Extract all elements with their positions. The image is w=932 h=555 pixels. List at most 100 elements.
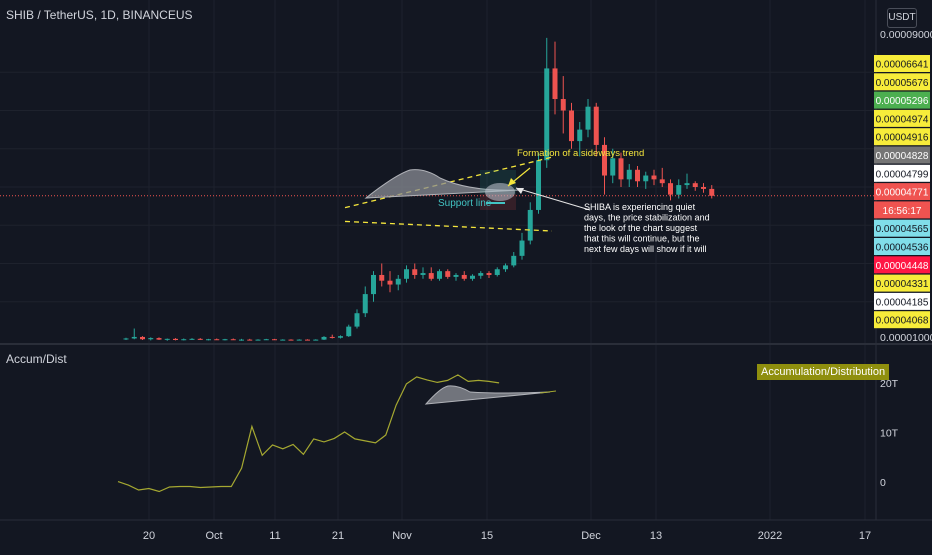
candle-body	[643, 175, 649, 182]
candle-body	[329, 336, 335, 338]
price-badge-label: 0.00005676	[876, 78, 929, 89]
candle-body	[420, 273, 426, 275]
candle-body	[338, 336, 343, 338]
candle-body	[618, 158, 624, 180]
candle-body	[123, 338, 129, 340]
candle-body	[272, 339, 277, 341]
candle-body	[461, 274, 467, 279]
candle-body	[296, 339, 302, 341]
candle-body	[519, 240, 525, 256]
trend-arrowhead	[508, 178, 516, 186]
candle-body	[371, 274, 376, 295]
candle-body	[577, 129, 583, 142]
candle-body	[593, 106, 599, 145]
candle-body	[131, 336, 137, 339]
price-badge-label: 0.00004828	[876, 151, 929, 162]
trend-label: Formation of a sideways trend	[517, 148, 644, 159]
candle-body	[453, 274, 459, 277]
candle-body	[585, 106, 591, 130]
price-badge-label: 0.00004916	[876, 133, 929, 144]
grid	[0, 0, 932, 521]
candle-body	[263, 339, 269, 341]
price-badge	[874, 146, 930, 164]
candle-body	[486, 273, 492, 275]
candle-body	[288, 339, 294, 341]
candle-body	[536, 160, 541, 210]
price-badge-label: 16:56:17	[883, 206, 922, 217]
price-badge	[874, 201, 930, 219]
candle-body	[569, 110, 574, 142]
candle-body	[527, 209, 533, 241]
note-line: the look of the chart suggest	[584, 223, 698, 233]
price-badge-label: 0.00004536	[876, 243, 929, 254]
candle-body	[197, 338, 203, 340]
currency-badge[interactable]: USDT	[887, 8, 917, 28]
candle-body	[428, 273, 434, 279]
note-line: next few days will show if it will	[584, 244, 707, 254]
candle-body	[412, 269, 418, 275]
price-badge-label: 0.00004068	[876, 316, 929, 327]
candle-body	[181, 339, 187, 341]
candle-body	[305, 339, 310, 341]
candle-body	[395, 278, 401, 285]
candle-body	[437, 271, 442, 279]
candle-body	[387, 280, 393, 285]
price-badge-label: 0.00004331	[876, 279, 929, 290]
note-line: SHIBA is experiencing quiet	[584, 202, 696, 212]
candle-body	[280, 339, 286, 341]
price-badge	[874, 238, 930, 255]
price-badge-label: 0.00004185	[876, 297, 929, 308]
indicator-legend: Accumulation/Distribution	[757, 364, 890, 380]
indicator-title: Accum/Dist	[6, 352, 67, 366]
note-line: days, the price stabilization and	[584, 213, 710, 223]
x-tick-label: 21	[332, 530, 344, 542]
candle-body	[701, 187, 706, 189]
candle-body	[494, 269, 500, 275]
candle-body	[206, 339, 211, 341]
candle-body	[668, 183, 673, 195]
price-badge-label: 0.00004448	[876, 261, 929, 272]
x-tick-label: Dec	[581, 530, 601, 542]
x-tick-label: Oct	[205, 530, 222, 542]
chart-title: SHIB / TetherUS, 1D, BINANCEUS	[6, 8, 193, 22]
x-tick-label: 17	[859, 530, 871, 542]
candle-body	[379, 274, 385, 281]
price-badge	[874, 219, 930, 237]
price-badge	[874, 274, 930, 292]
candle-body	[148, 338, 154, 340]
candle-body	[552, 68, 558, 100]
candle-body	[222, 339, 228, 341]
note-arrowhead	[516, 188, 524, 194]
price-badge	[874, 73, 930, 91]
price-badge-label: 0.00005296	[876, 96, 929, 107]
candle-body	[214, 339, 220, 341]
x-tick-label: Nov	[392, 530, 412, 542]
candle-body	[478, 273, 484, 276]
candle-body	[560, 99, 566, 111]
price-axis-bottom: 0.00001000	[880, 332, 932, 344]
candle-body	[354, 313, 360, 327]
support-label: Support line	[438, 198, 492, 209]
candle-body	[156, 338, 162, 340]
candle-body	[651, 175, 657, 180]
candle-body	[239, 339, 244, 341]
price-badge-label: 0.00004974	[876, 114, 929, 125]
price-badge-label: 0.00004771	[876, 188, 929, 199]
x-tick-label: 13	[650, 530, 662, 542]
indicator-y-tick: 10T	[880, 427, 899, 439]
candle-body	[346, 326, 352, 337]
candle-body	[404, 269, 409, 279]
price-badge	[874, 292, 930, 310]
axes: 0.00009000 0.00001000 0.00006641 0.00005676…	[143, 29, 932, 542]
note-line: that this will continue, but the	[584, 234, 700, 244]
indicator-y-tick: 0	[880, 477, 886, 489]
price-badge	[874, 183, 930, 201]
candle-body	[610, 158, 616, 176]
candle-body	[503, 265, 508, 270]
indicator-y-tick: 20T	[880, 378, 899, 390]
candle-body	[602, 144, 607, 176]
overlays: Support line Formation of a sideways tren…	[0, 148, 876, 254]
price-badge-label: 0.00004565	[876, 224, 929, 235]
accum-dist-line	[117, 374, 500, 493]
